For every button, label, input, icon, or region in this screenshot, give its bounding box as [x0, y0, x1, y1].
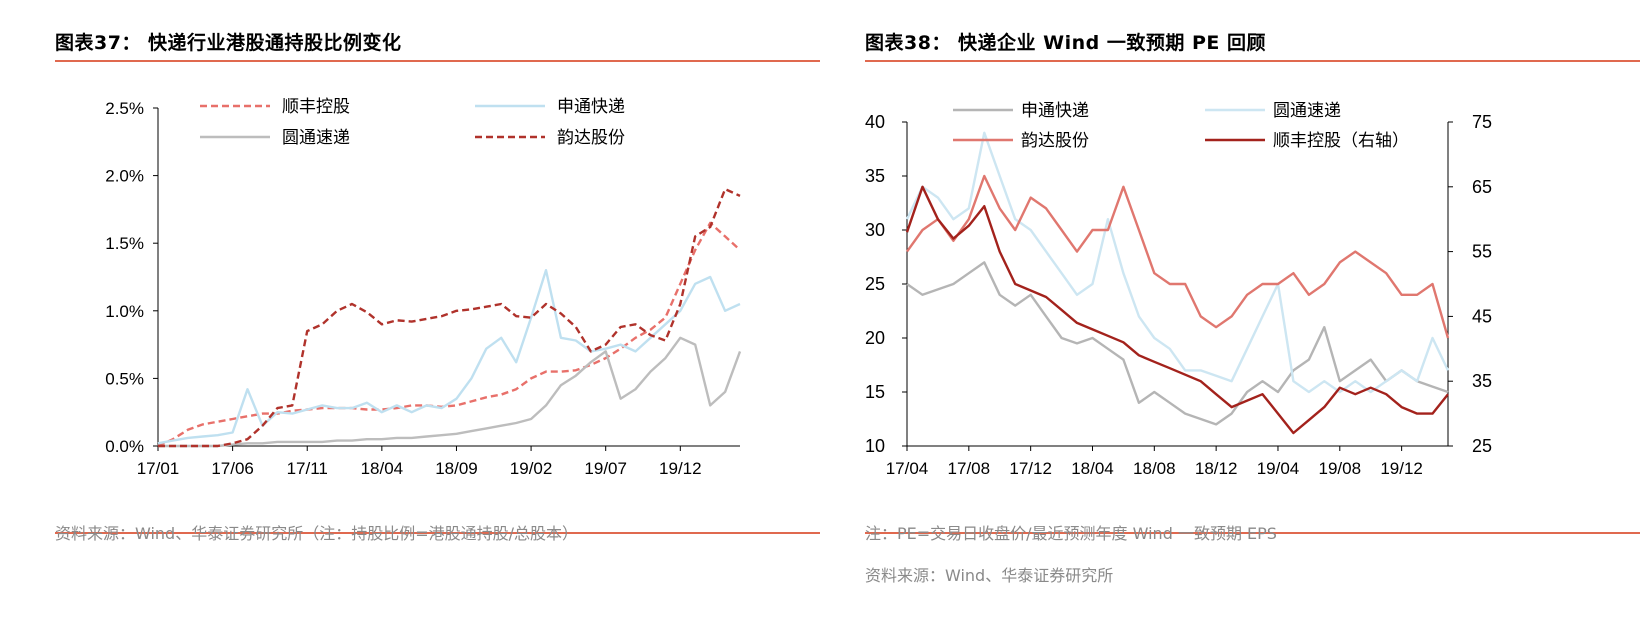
x-tick-label: 17/12 [1009, 459, 1052, 478]
x-tick-label: 18/12 [1195, 459, 1238, 478]
x-tick-label: 17/01 [137, 459, 180, 478]
x-tick-label: 18/04 [1071, 459, 1114, 478]
y-right-tick-label: 25 [1472, 436, 1492, 456]
y-right-tick-label: 55 [1472, 242, 1492, 262]
legend-label: 圆通速递 [1273, 101, 1341, 120]
series-line [157, 269, 741, 445]
x-tick-label: 18/09 [435, 459, 478, 478]
y-tick-label: 2.0% [105, 167, 144, 186]
x-tick-label: 18/08 [1133, 459, 1176, 478]
legend-label: 圆通速递 [282, 128, 350, 147]
figure-38-note: 注：PE=交易日收盘价/最近预测年度 Wind 一致预期 EPS [865, 524, 1277, 543]
figure-38-top-rule [865, 60, 1640, 62]
y-left-tick-label: 20 [865, 328, 885, 348]
x-tick-label: 19/12 [1380, 459, 1423, 478]
figure-38-source: 资料来源：Wind、华泰证券研究所 [865, 566, 1114, 585]
y-left-tick-label: 35 [865, 166, 885, 186]
legend-label: 韵达股份 [1021, 131, 1089, 150]
legend-label: 申通快递 [1021, 101, 1089, 120]
x-tick-label: 19/04 [1257, 459, 1300, 478]
x-tick-label: 19/12 [659, 459, 702, 478]
legend-label: 申通快递 [557, 97, 625, 116]
figure-37-title: 图表37： 快递行业港股通持股比例变化 [55, 32, 402, 54]
series-line [905, 131, 1450, 394]
y-right-tick-label: 45 [1472, 306, 1492, 326]
y-tick-label: 1.5% [105, 234, 144, 253]
figure-37-source: 资料来源：Wind、华泰证券研究所（注：持股比例=港股通持股/总股本） [55, 524, 579, 543]
x-tick-label: 19/07 [584, 459, 627, 478]
x-tick-label: 18/04 [361, 459, 404, 478]
series-line [158, 187, 741, 448]
y-left-tick-label: 15 [865, 382, 885, 402]
y-right-tick-label: 65 [1472, 177, 1492, 197]
figure-37-top-rule [55, 60, 820, 62]
legend-label: 顺丰控股 [282, 97, 350, 116]
x-tick-label: 17/06 [211, 459, 254, 478]
y-right-tick-label: 75 [1472, 112, 1492, 132]
legend-label: 顺丰控股（右轴） [1273, 131, 1409, 150]
chart-38-svg: 10 15 20 25 30 35 40 25 35 45 55 65 75 17/04 17/08 17/1… [865, 101, 1492, 478]
y-left-tick-label: 25 [865, 274, 885, 294]
x-tick-label: 19/08 [1319, 459, 1362, 478]
figure-38-bottom-rule [865, 532, 1640, 534]
series-line [906, 261, 1449, 426]
legend-label: 韵达股份 [557, 128, 625, 147]
figure-38-title: 图表38： 快递企业 Wind 一致预期 PE 回顾 [865, 32, 1267, 54]
x-tick-label: 17/11 [287, 459, 328, 478]
y-left-tick-label: 30 [865, 220, 885, 240]
series-line [157, 221, 741, 448]
x-tick-label: 17/08 [948, 459, 991, 478]
y-tick-label: 2.5% [105, 99, 144, 118]
y-left-tick-label: 10 [865, 436, 885, 456]
x-tick-label: 17/04 [886, 459, 929, 478]
series-line [158, 336, 742, 448]
series-line [905, 185, 1449, 435]
series-line [906, 174, 1450, 339]
figure-37-bottom-rule [55, 532, 820, 534]
y-tick-label: 0.5% [105, 369, 144, 388]
chart-37-svg: 0.0% 0.5% 1.0% 1.5% 2.0% 2.5% 17/01 17/06 17/11 1… [105, 97, 742, 478]
y-tick-label: 0.0% [105, 437, 144, 456]
y-left-tick-label: 40 [865, 112, 885, 132]
x-tick-label: 19/02 [510, 459, 553, 478]
y-right-tick-label: 35 [1472, 371, 1492, 391]
y-tick-label: 1.0% [105, 302, 144, 321]
